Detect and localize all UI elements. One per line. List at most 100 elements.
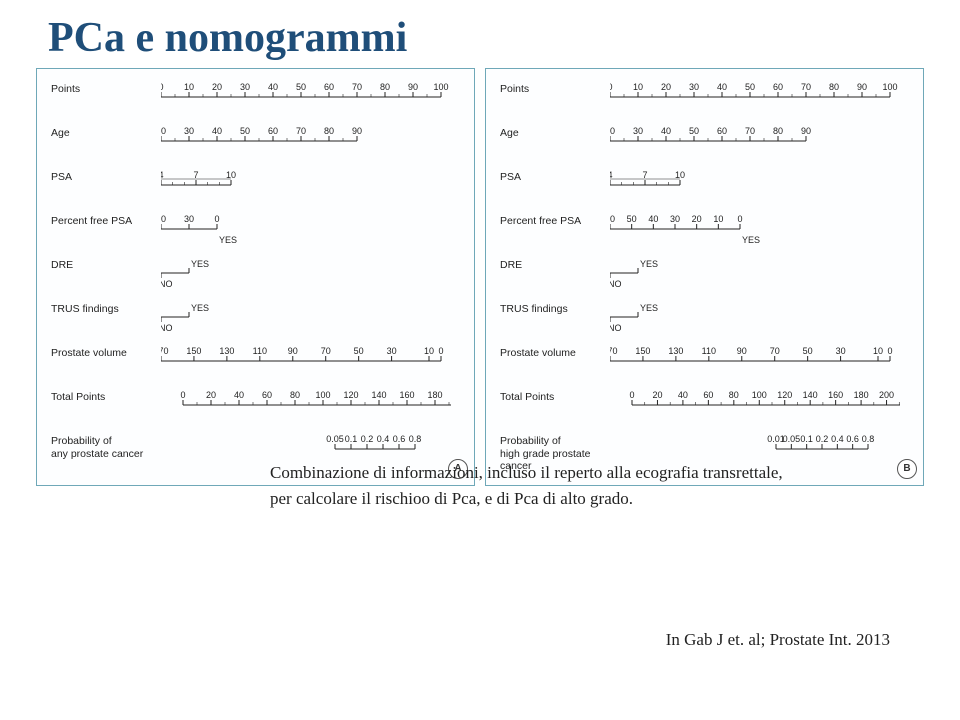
row-label: Total Points	[500, 387, 610, 404]
svg-text:120: 120	[343, 390, 358, 400]
nomogram-row: Percent free PSA60300YES	[51, 211, 460, 251]
row-scale: 6050403020100YES	[610, 211, 909, 251]
svg-text:90: 90	[737, 346, 747, 356]
svg-text:YES: YES	[640, 259, 658, 269]
nomogram-row: Points0102030405060708090100	[500, 79, 909, 119]
svg-text:0.4: 0.4	[377, 434, 390, 444]
nomogram-scale: 2030405060708090	[161, 123, 451, 163]
row-scale: YES NO	[610, 255, 909, 295]
row-label: Probability ofany prostate cancer	[51, 431, 161, 460]
svg-text:0.6: 0.6	[393, 434, 406, 444]
svg-text:60: 60	[268, 126, 278, 136]
svg-text:30: 30	[670, 214, 680, 224]
svg-text:4: 4	[610, 170, 613, 180]
svg-text:0: 0	[438, 346, 443, 356]
row-scale: 0102030405060708090100	[610, 79, 909, 119]
svg-text:70: 70	[745, 126, 755, 136]
row-scale: YES NO	[161, 299, 460, 339]
svg-text:20: 20	[652, 390, 662, 400]
svg-text:40: 40	[678, 390, 688, 400]
svg-text:0.8: 0.8	[862, 434, 875, 444]
svg-text:80: 80	[290, 390, 300, 400]
svg-text:60: 60	[773, 82, 783, 92]
svg-text:100: 100	[315, 390, 330, 400]
svg-text:180: 180	[854, 390, 869, 400]
svg-text:0: 0	[887, 346, 892, 356]
svg-text:80: 80	[380, 82, 390, 92]
svg-text:10: 10	[633, 82, 643, 92]
svg-text:0.05: 0.05	[783, 434, 801, 444]
svg-text:130: 130	[668, 346, 683, 356]
nomogram-scale: 2030405060708090	[610, 123, 900, 163]
svg-text:30: 30	[184, 214, 194, 224]
svg-text:150: 150	[186, 346, 201, 356]
nomogram-row: Age2030405060708090	[51, 123, 460, 163]
nomogram-row: Points0102030405060708090100	[51, 79, 460, 119]
svg-text:110: 110	[702, 346, 716, 356]
svg-text:40: 40	[234, 390, 244, 400]
nomogram-row: DREYESNO	[500, 255, 909, 295]
row-label: TRUS findings	[500, 299, 610, 316]
svg-text:10: 10	[675, 170, 685, 180]
svg-text:10: 10	[226, 170, 236, 180]
svg-text:40: 40	[212, 126, 222, 136]
row-label: Prostate volume	[500, 343, 610, 360]
nomogram-panel-A: Points0102030405060708090100Age203040506…	[36, 68, 475, 486]
svg-text:70: 70	[770, 346, 780, 356]
row-label: Prostate volume	[51, 343, 161, 360]
svg-text:YES: YES	[191, 303, 209, 313]
slide: { "title": {"text":"PCa e nomogrammi","f…	[0, 0, 960, 720]
svg-text:180: 180	[427, 390, 442, 400]
row-scale: 020406080100120140160180200220	[610, 387, 909, 427]
panel-badge: B	[897, 459, 917, 479]
nomogram-scale: 17015013011090705030100	[610, 343, 900, 383]
svg-text:NO: NO	[610, 279, 622, 289]
nomogram-container: Points0102030405060708090100Age203040506…	[0, 68, 960, 486]
svg-text:YES: YES	[219, 235, 237, 245]
svg-text:NO: NO	[161, 323, 173, 333]
svg-text:0.2: 0.2	[816, 434, 829, 444]
svg-text:0.1: 0.1	[345, 434, 358, 444]
svg-text:60: 60	[703, 390, 713, 400]
svg-text:50: 50	[803, 346, 813, 356]
svg-text:50: 50	[745, 82, 755, 92]
row-label: Total Points	[51, 387, 161, 404]
svg-text:0.8: 0.8	[409, 434, 422, 444]
svg-text:90: 90	[857, 82, 867, 92]
row-label: Percent free PSA	[500, 211, 610, 228]
nomogram-row: PSA4710	[51, 167, 460, 207]
svg-text:140: 140	[803, 390, 818, 400]
row-label: DRE	[51, 255, 161, 272]
nomogram-scale: 4710	[161, 167, 451, 207]
row-scale: 2030405060708090	[161, 123, 460, 163]
svg-text:60: 60	[324, 82, 334, 92]
svg-text:50: 50	[296, 82, 306, 92]
slide-title: PCa e nomogrammi	[0, 0, 960, 68]
svg-text:90: 90	[408, 82, 418, 92]
svg-text:120: 120	[777, 390, 792, 400]
svg-text:30: 30	[184, 126, 194, 136]
svg-text:50: 50	[627, 214, 637, 224]
nomogram-scale: 6050403020100YES	[610, 211, 900, 251]
nomogram-row: PSA4710	[500, 167, 909, 207]
svg-text:0.05: 0.05	[326, 434, 344, 444]
nomogram-row: TRUS findingsYESNO	[51, 299, 460, 339]
nomogram-row: Prostate volume17015013011090705030100	[500, 343, 909, 383]
nomogram-scale: YESNO	[161, 255, 451, 295]
svg-text:160: 160	[828, 390, 843, 400]
svg-text:NO: NO	[610, 323, 622, 333]
row-scale: 17015013011090705030100	[610, 343, 909, 383]
svg-text:10: 10	[424, 346, 434, 356]
row-scale: 4710	[161, 167, 460, 207]
svg-text:80: 80	[729, 390, 739, 400]
nomogram-scale: 17015013011090705030100	[161, 343, 451, 383]
nomogram-scale: 020406080100120140160180200	[161, 387, 451, 427]
svg-text:50: 50	[354, 346, 364, 356]
svg-text:110: 110	[253, 346, 267, 356]
svg-text:60: 60	[610, 214, 615, 224]
svg-text:30: 30	[836, 346, 846, 356]
svg-text:10: 10	[184, 82, 194, 92]
svg-text:0: 0	[610, 82, 613, 92]
svg-text:100: 100	[882, 82, 897, 92]
nomogram-panel-B: Points0102030405060708090100Age203040506…	[485, 68, 924, 486]
